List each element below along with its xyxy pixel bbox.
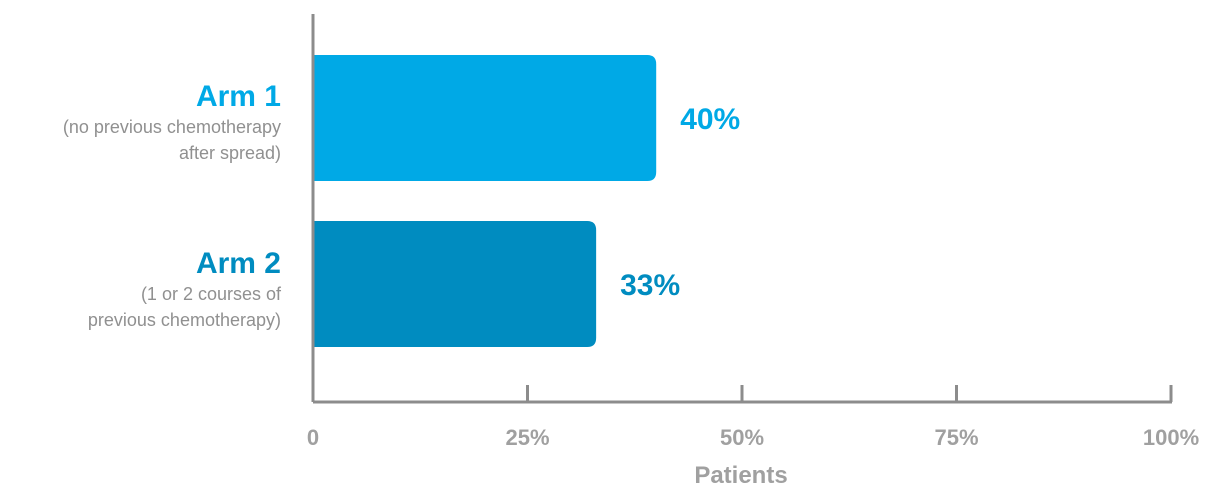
arm-1-name: Arm 1 [195,80,281,113]
x-tick-label-2: 50% [720,425,764,450]
arm-1-label-group: Arm 1 (no previous chemotherapy after sp… [63,80,281,166]
x-tick-label-4: 100% [1143,425,1199,450]
x-axis-title: Patients [694,462,788,489]
arm-2-name: Arm 2 [195,247,281,280]
x-tick-label-0: 0 [307,425,319,450]
arm-1-subtitle: (no previous chemotherapy after spread) [62,117,281,163]
bar-2-value-label: 33% [620,269,680,302]
arm-2-subtitle: (1 or 2 courses of previous chemotherapy… [87,284,281,330]
bar-1-value-label: 40% [680,103,740,136]
x-tick-label-1: 25% [505,425,549,450]
x-tick-label-3: 75% [934,425,978,450]
bar-1 [313,55,657,181]
bar-2 [313,221,597,347]
arm-2-label-group: Arm 2 (1 or 2 courses of previous chemot… [88,247,281,333]
